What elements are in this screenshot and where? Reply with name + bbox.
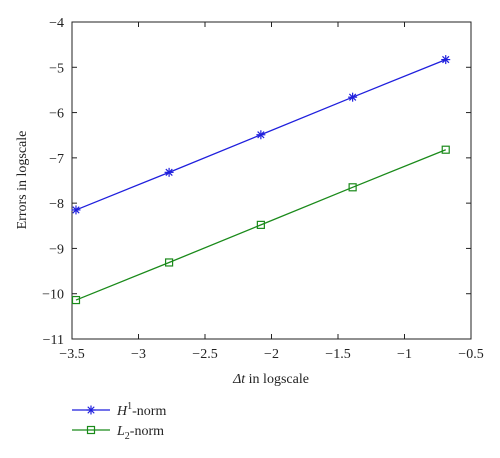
legend-marker [86, 425, 96, 435]
x-tick-label: −2 [264, 347, 279, 362]
data-point [348, 92, 358, 102]
data-point [164, 167, 174, 177]
y-tick-label: −4 [49, 16, 64, 31]
series-2 [71, 145, 450, 305]
legend: H1-norm L2-norm [72, 401, 166, 442]
x-tick-label: −2.5 [192, 347, 217, 362]
y-axis-ticks: −4 −5 −6 −7 −8 −9 −10 −11 [42, 16, 471, 348]
plot-frame [71, 21, 472, 340]
data-point [441, 55, 451, 65]
data-point [256, 220, 265, 229]
data-point [71, 295, 81, 305]
data-point [256, 130, 266, 140]
y-tick-label: −7 [49, 152, 64, 167]
series-line [75, 149, 446, 301]
x-tick-label: −3.5 [59, 347, 84, 362]
data-point [164, 258, 174, 267]
x-tick-label: −0.5 [458, 347, 483, 362]
legend-item: H1-norm [72, 401, 166, 419]
x-tick-label: −1 [397, 347, 412, 362]
legend-item: L2-norm [72, 424, 164, 442]
y-tick-label: −6 [49, 107, 64, 122]
y-tick-label: −5 [49, 61, 64, 76]
series-layer [71, 55, 451, 305]
x-axis-label: Δt in logscale [232, 372, 309, 387]
data-point [71, 205, 81, 215]
legend-marker [86, 405, 96, 415]
y-tick-label: −9 [49, 242, 64, 257]
x-tick-label: −3 [131, 347, 146, 362]
data-point [441, 145, 450, 154]
y-tick-label: −10 [42, 288, 64, 303]
series-1 [71, 55, 451, 215]
y-tick-label: −8 [49, 197, 64, 212]
y-tick-label: −11 [43, 333, 64, 348]
legend-label: L2-norm [116, 424, 164, 442]
data-point [348, 183, 357, 192]
x-tick-label: −1.5 [325, 347, 350, 362]
legend-label: H1-norm [116, 401, 166, 419]
x-axis-ticks: −3.5 −3 −2.5 −2 −1.5 −1 −0.5 [59, 22, 484, 362]
y-axis-label: Errors in logscale [15, 131, 30, 230]
